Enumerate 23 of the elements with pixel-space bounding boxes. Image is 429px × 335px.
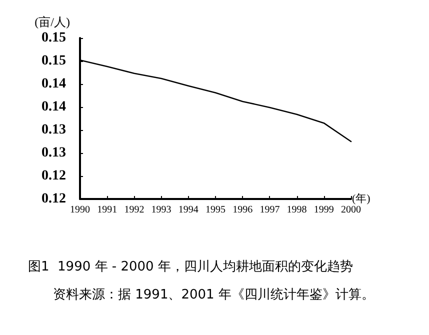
x-tick-label: 1998 (286, 204, 307, 216)
x-tick-label: 1993 (151, 204, 172, 216)
y-tick-label: 0.14 (42, 100, 66, 114)
y-tick-label: 0.15 (42, 30, 66, 46)
x-axis-title: (年) (352, 193, 371, 205)
y-tick-label: 0.14 (42, 76, 66, 92)
x-tick-label: 1999 (314, 204, 334, 216)
x-tick-label: 1996 (232, 204, 253, 216)
y-tick-label: 0.15 (42, 54, 66, 68)
y-axis-title: (亩/人) (34, 15, 70, 29)
y-tick-label: 0.12 (42, 192, 66, 206)
x-tick-label: 1997 (260, 204, 280, 216)
text: 资料来源：据 1991、2001 年《四川统计年鉴》计算。 (53, 288, 374, 302)
x-tick-label: 1990 (70, 204, 90, 216)
x-tick-label: 1991 (97, 204, 118, 216)
caption: 图1 1990 年 - 2000 年，四川人均耕地面积的变化趋势 (28, 260, 353, 274)
x-tick-label: 1994 (178, 204, 198, 216)
y-tick-label: 0.12 (42, 168, 66, 184)
x-tick-label: 1995 (206, 204, 226, 216)
y-tick-label: 0.13 (42, 146, 66, 160)
y-tick-label: 0.13 (42, 122, 66, 138)
x-tick-label: 2000 (341, 204, 361, 216)
x-tick-label: 1992 (124, 204, 144, 216)
